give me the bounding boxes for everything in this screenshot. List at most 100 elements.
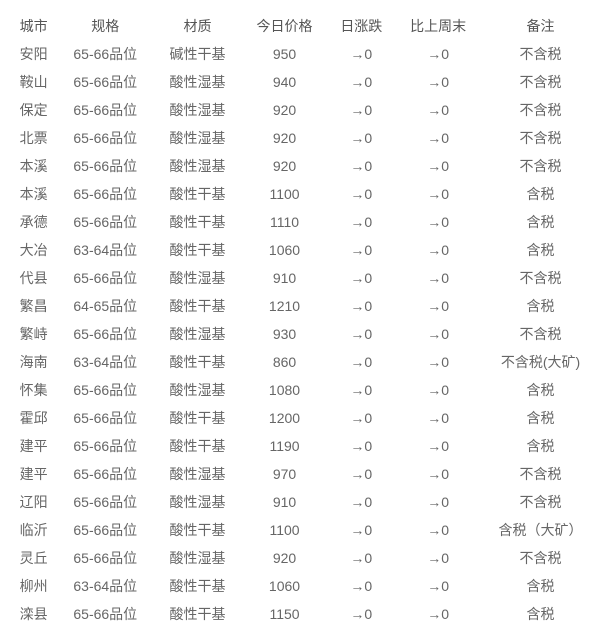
cell-price: 920 (244, 152, 326, 180)
cell-material: 酸性湿基 (151, 264, 243, 292)
cell-daily: →0 (325, 68, 397, 96)
cell-daily: →0 (325, 208, 397, 236)
cell-daily: →0 (325, 292, 397, 320)
table-row: 鞍山65-66品位酸性湿基940→0→0不含税 (8, 68, 602, 96)
cell-week: →0 (397, 404, 479, 432)
cell-remark: 含税 (479, 236, 602, 264)
cell-city: 柳州 (8, 572, 59, 600)
cell-daily: →0 (325, 376, 397, 404)
cell-remark: 不含税 (479, 460, 602, 488)
cell-price: 1060 (244, 236, 326, 264)
cell-price: 940 (244, 68, 326, 96)
cell-daily: →0 (325, 404, 397, 432)
cell-remark: 不含税 (479, 124, 602, 152)
table-row: 灵丘65-66品位酸性湿基920→0→0不含税 (8, 544, 602, 572)
cell-daily: →0 (325, 236, 397, 264)
cell-material: 酸性湿基 (151, 124, 243, 152)
cell-city: 建平 (8, 460, 59, 488)
table-row: 建平65-66品位酸性干基1190→0→0含税 (8, 432, 602, 460)
table-row: 承德65-66品位酸性干基1110→0→0含税 (8, 208, 602, 236)
table-row: 怀集65-66品位酸性湿基1080→0→0含税 (8, 376, 602, 404)
cell-remark: 不含税(大矿) (479, 348, 602, 376)
cell-daily: →0 (325, 320, 397, 348)
cell-week: →0 (397, 572, 479, 600)
cell-material: 酸性湿基 (151, 68, 243, 96)
cell-remark: 不含税 (479, 152, 602, 180)
cell-week: →0 (397, 488, 479, 516)
cell-material: 酸性干基 (151, 348, 243, 376)
cell-price: 950 (244, 40, 326, 68)
cell-daily: →0 (325, 124, 397, 152)
cell-price: 910 (244, 488, 326, 516)
table-row: 滦县65-66品位酸性干基1150→0→0含税 (8, 600, 602, 628)
cell-city: 本溪 (8, 180, 59, 208)
header-price: 今日价格 (244, 12, 326, 40)
table-row: 大冶63-64品位酸性干基1060→0→0含税 (8, 236, 602, 264)
cell-price: 920 (244, 96, 326, 124)
cell-daily: →0 (325, 152, 397, 180)
cell-price: 1060 (244, 572, 326, 600)
cell-remark: 不含税 (479, 488, 602, 516)
cell-material: 酸性湿基 (151, 460, 243, 488)
cell-material: 酸性干基 (151, 180, 243, 208)
table-row: 霍邱65-66品位酸性干基1200→0→0含税 (8, 404, 602, 432)
cell-spec: 65-66品位 (59, 600, 151, 628)
table-row: 代县65-66品位酸性湿基910→0→0不含税 (8, 264, 602, 292)
cell-week: →0 (397, 544, 479, 572)
cell-spec: 63-64品位 (59, 572, 151, 600)
cell-week: →0 (397, 236, 479, 264)
table-row: 海南63-64品位酸性干基860→0→0不含税(大矿) (8, 348, 602, 376)
table-header-row: 城市 规格 材质 今日价格 日涨跌 比上周末 备注 (8, 12, 602, 40)
table-row: 保定65-66品位酸性湿基920→0→0不含税 (8, 96, 602, 124)
cell-week: →0 (397, 264, 479, 292)
cell-remark: 含税 (479, 432, 602, 460)
cell-city: 北票 (8, 124, 59, 152)
table-row: 本溪65-66品位酸性湿基920→0→0不含税 (8, 152, 602, 180)
cell-material: 酸性湿基 (151, 376, 243, 404)
cell-week: →0 (397, 292, 479, 320)
cell-week: →0 (397, 460, 479, 488)
cell-remark: 不含税 (479, 264, 602, 292)
cell-spec: 65-66品位 (59, 264, 151, 292)
cell-week: →0 (397, 152, 479, 180)
cell-price: 970 (244, 460, 326, 488)
cell-material: 酸性干基 (151, 572, 243, 600)
table-row: 柳州63-64品位酸性干基1060→0→0含税 (8, 572, 602, 600)
cell-daily: →0 (325, 544, 397, 572)
cell-spec: 65-66品位 (59, 460, 151, 488)
cell-price: 920 (244, 544, 326, 572)
cell-city: 本溪 (8, 152, 59, 180)
cell-spec: 65-66品位 (59, 376, 151, 404)
cell-week: →0 (397, 600, 479, 628)
cell-price: 930 (244, 320, 326, 348)
cell-material: 酸性湿基 (151, 320, 243, 348)
cell-city: 临沂 (8, 516, 59, 544)
cell-city: 滦县 (8, 600, 59, 628)
cell-price: 1190 (244, 432, 326, 460)
cell-remark: 含税 (479, 180, 602, 208)
table-row: 北票65-66品位酸性湿基920→0→0不含税 (8, 124, 602, 152)
table-row: 安阳65-66品位碱性干基950→0→0不含税 (8, 40, 602, 68)
cell-city: 代县 (8, 264, 59, 292)
cell-city: 繁昌 (8, 292, 59, 320)
cell-material: 酸性干基 (151, 516, 243, 544)
cell-remark: 含税 (479, 376, 602, 404)
cell-city: 鞍山 (8, 68, 59, 96)
cell-city: 海南 (8, 348, 59, 376)
cell-week: →0 (397, 96, 479, 124)
cell-material: 酸性湿基 (151, 544, 243, 572)
cell-material: 酸性干基 (151, 292, 243, 320)
cell-spec: 65-66品位 (59, 96, 151, 124)
cell-spec: 65-66品位 (59, 180, 151, 208)
cell-daily: →0 (325, 460, 397, 488)
cell-price: 1100 (244, 180, 326, 208)
cell-price: 1100 (244, 516, 326, 544)
cell-daily: →0 (325, 264, 397, 292)
cell-price: 1210 (244, 292, 326, 320)
cell-week: →0 (397, 40, 479, 68)
header-spec: 规格 (59, 12, 151, 40)
cell-remark: 不含税 (479, 68, 602, 96)
cell-remark: 不含税 (479, 96, 602, 124)
cell-daily: →0 (325, 516, 397, 544)
price-table: 城市 规格 材质 今日价格 日涨跌 比上周末 备注 安阳65-66品位碱性干基9… (8, 12, 602, 628)
